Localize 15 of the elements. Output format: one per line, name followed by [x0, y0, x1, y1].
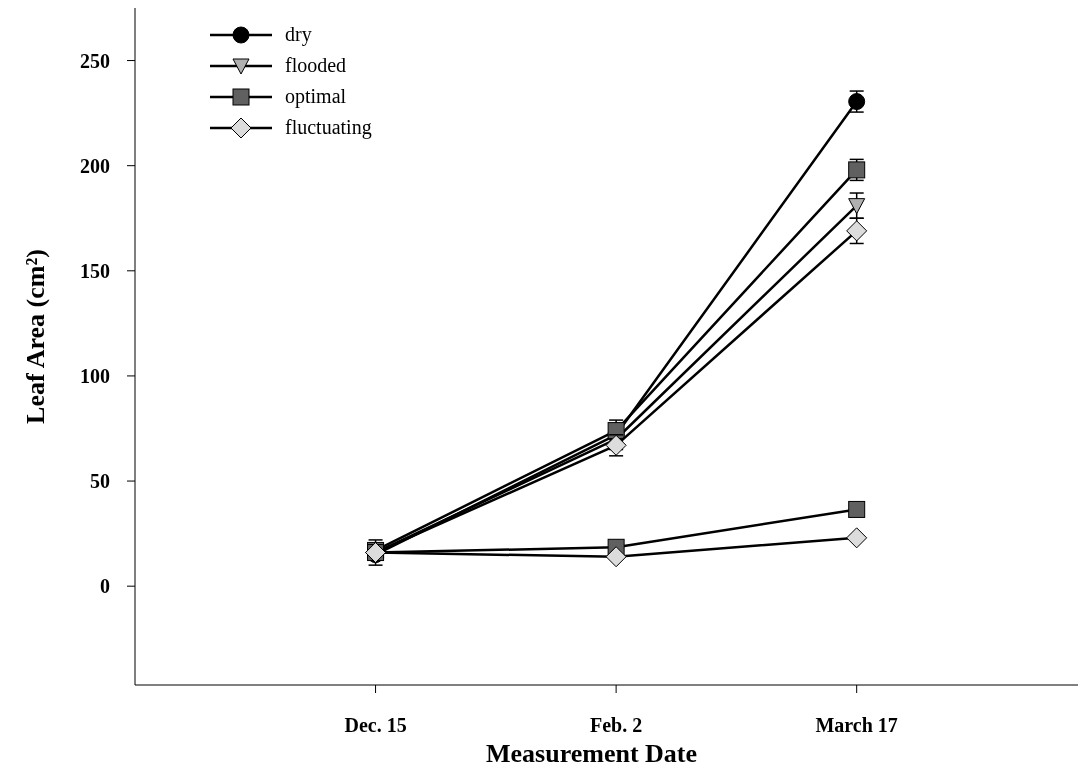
legend-label: optimal	[285, 85, 347, 108]
legend-label: fluctuating	[285, 116, 372, 139]
y-tick-label: 200	[80, 154, 110, 177]
x-tick-label: Dec. 15	[344, 714, 407, 736]
x-tick-label: March 17	[815, 714, 898, 736]
x-tick-label: Feb. 2	[590, 714, 643, 736]
legend-label: dry	[285, 23, 312, 46]
y-tick-label: 150	[80, 259, 110, 282]
y-tick-label: 50	[90, 470, 110, 493]
y-axis-title: Leaf Area (cm²)	[21, 249, 50, 424]
y-tick-label: 100	[80, 364, 110, 387]
y-tick-label: 0	[100, 575, 110, 598]
x-axis-title: Measurement Date	[485, 739, 698, 768]
legend-label: flooded	[285, 54, 347, 76]
y-tick-label: 250	[80, 49, 110, 72]
